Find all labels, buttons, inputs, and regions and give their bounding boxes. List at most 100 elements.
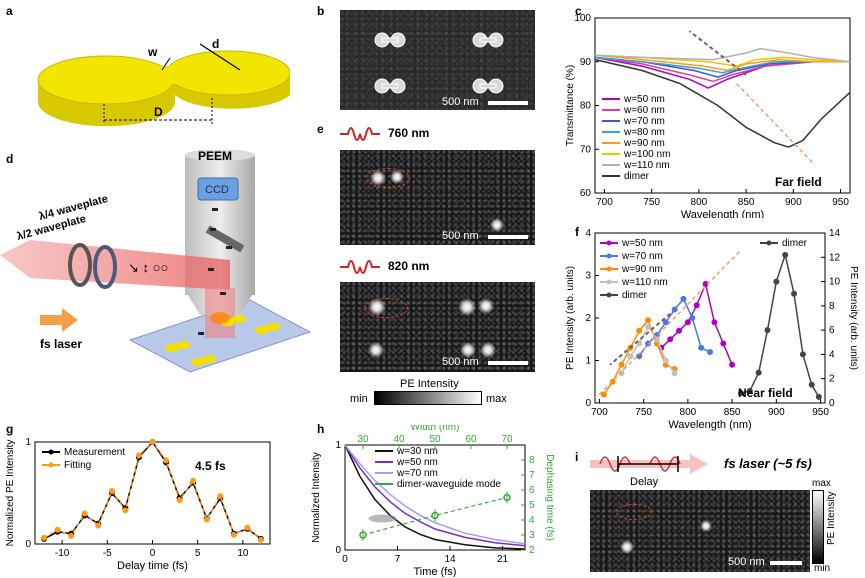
series-line-0 (660, 281, 733, 366)
data-point (230, 531, 237, 538)
delay-chart: -10 -5 0 5 10 0 1 Delay time (fs) Normalized PE … (5, 437, 271, 572)
x-tick-label: -5 (103, 548, 112, 559)
y-tick-label: 0 (25, 539, 31, 550)
y-tick-label: 70 (580, 144, 592, 155)
series-line-4 (594, 54, 850, 72)
y-axis-label: PE Intensity (arb. units) (565, 266, 576, 370)
data-point (791, 290, 798, 297)
peem-image-820: 500 nm (340, 282, 535, 372)
x2-tick-label: 40 (393, 434, 405, 445)
data-point (257, 536, 264, 543)
x-axis-label: Wavelength (nm) (668, 419, 751, 431)
data-point (190, 477, 197, 484)
data-point (808, 381, 815, 388)
legend-marker (606, 266, 612, 272)
colorbar-title: PE Intensity (400, 378, 459, 390)
panel-label-g: g (6, 422, 14, 436)
scale-bar-label: 500 nm (728, 556, 765, 568)
quarter-waveplate (93, 245, 117, 289)
data-point (671, 370, 678, 377)
data-point (737, 390, 744, 397)
series-line-6 (594, 47, 851, 63)
legend-label: w=70 nm (623, 116, 665, 127)
dimer-bridge (160, 66, 184, 84)
y-axis-label: Normalized PE Intensity (5, 440, 16, 547)
y-tick-label: 1 (585, 356, 591, 367)
x-tick-label: 5 (195, 548, 201, 559)
legend-marker (606, 292, 612, 298)
pulse-820-icon (340, 260, 380, 274)
data-point (645, 340, 652, 347)
y2-tick-label: 14 (829, 228, 841, 239)
panel-label-b: b (317, 4, 325, 18)
data-point (667, 336, 674, 343)
y-tick-label: 0 (335, 545, 341, 556)
colorbar-title: PE Intensity (826, 491, 837, 545)
data-point (95, 522, 102, 529)
x-tick-label: 750 (643, 197, 660, 208)
y2-axis-label: Dephasing time (fs) (544, 454, 555, 541)
legend-label-dimer: dimer (782, 238, 808, 249)
panel-label-e: e (317, 122, 324, 136)
x-tick-label: 10 (237, 548, 249, 559)
colorbar-vertical (812, 490, 824, 564)
y2-tick-label: 0 (829, 398, 835, 409)
sem-image: 500 nm (340, 10, 535, 110)
far-field-chart: 700 750 800 850 900 950 60 70 80 90 100 Wavelength … (565, 13, 851, 218)
data-point (600, 391, 607, 398)
colorbar-max: max (812, 478, 831, 489)
legend-label: dimer-waveguide mode (397, 479, 501, 490)
data-point (676, 327, 683, 334)
y2-tick-label: 2 (829, 374, 835, 385)
legend-label: w=90 nm (623, 138, 665, 149)
y-tick-label: 3 (585, 271, 591, 282)
trend-line (598, 249, 742, 396)
highlight-ellipse (368, 514, 397, 523)
series-line-2 (344, 444, 526, 545)
x-tick-label: 800 (691, 197, 708, 208)
y-tick-label: 0 (585, 398, 591, 409)
data-point (217, 493, 224, 500)
legend-label: Fitting (64, 460, 91, 471)
legend-label: Measurement (64, 447, 125, 458)
panel-label-i: i (575, 450, 579, 464)
x2-tick-label: 60 (465, 434, 477, 445)
scale-bar-label: 500 nm (442, 356, 479, 368)
series-line-3 (362, 496, 508, 536)
legend-label: w=50 nm (396, 457, 438, 468)
legend-label: w=50 nm (623, 94, 665, 105)
ccd-box (197, 177, 239, 201)
w-arrow (161, 57, 171, 71)
y-tick-label: 2 (585, 313, 591, 324)
x2-tick-label: 50 (429, 434, 441, 445)
data-point (163, 457, 170, 464)
data-point (54, 526, 61, 533)
legend-label: w=70 nm (396, 468, 438, 479)
trend-arrow (688, 30, 747, 76)
data-point (799, 351, 806, 358)
data-point (627, 353, 634, 360)
y-tick-label: 100 (574, 13, 591, 24)
period-annotation: 4.5 fs (195, 459, 226, 473)
wavelength-820: 820 nm (388, 259, 430, 273)
x2-tick-label: 70 (501, 434, 513, 445)
data-point (773, 278, 780, 285)
legend-label: w=70 nm (621, 251, 663, 262)
dimer-disk-left (37, 55, 175, 105)
y2-tick-label: 3 (529, 530, 535, 541)
x-tick-label: 14 (444, 554, 456, 565)
data-point (122, 507, 129, 514)
data-point (680, 295, 687, 302)
legend-label: dimer (624, 171, 650, 182)
data-point (108, 487, 115, 494)
data-point (203, 516, 210, 523)
y2-tick-label: 2 (529, 545, 535, 556)
D-label: D (154, 105, 163, 119)
half-waveplate (68, 243, 92, 287)
data-point (176, 497, 183, 504)
corner-annotation: Near field (738, 386, 793, 400)
data-point (711, 319, 718, 326)
data-point (782, 251, 789, 258)
colorbar (374, 391, 482, 405)
y-tick-label: 60 (580, 188, 592, 199)
